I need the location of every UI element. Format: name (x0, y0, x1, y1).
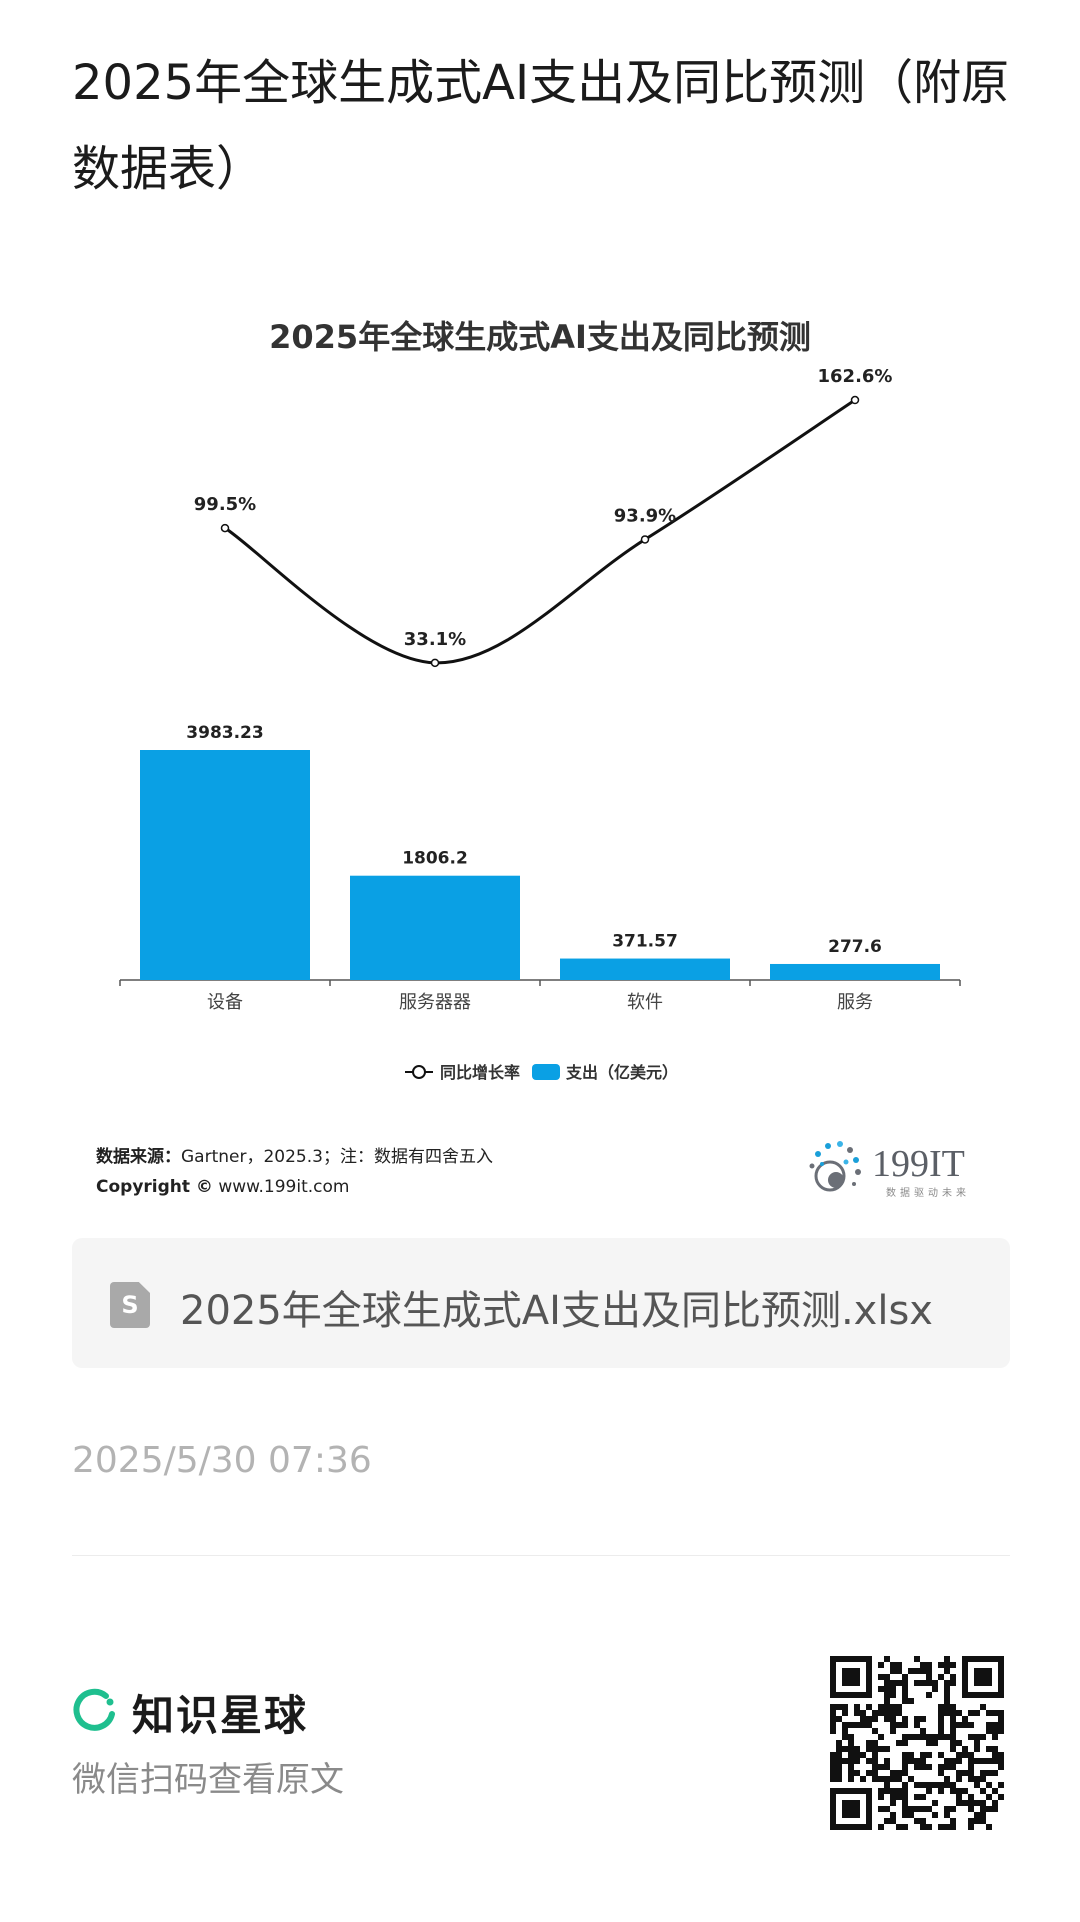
chart: 2025年全球生成式AI支出及同比预测 3983.23 设备 1806.2 服务器器 37… (60, 300, 1020, 1120)
source-label: 数据来源： (96, 1147, 181, 1167)
brand-name: 知识星球 (132, 1691, 309, 1740)
bar-value-label: 1806.2 (402, 849, 468, 869)
x-tick-label: 软件 (627, 992, 663, 1013)
legend-line-marker (412, 1065, 426, 1079)
growth-point (850, 395, 860, 405)
x-tick-label: 服务 (837, 992, 873, 1013)
divider (72, 1555, 1010, 1556)
bar-value-label: 3983.23 (186, 723, 263, 743)
legend-line-label: 同比增长率 (440, 1063, 520, 1082)
bar (350, 875, 520, 980)
x-tick-label: 设备 (207, 992, 243, 1013)
growth-value-label: 99.5% (194, 494, 256, 515)
growth-point (220, 523, 230, 533)
source-block: 数据来源：Gartner，2025.3；注：数据有四舍五入 Copyright … (96, 1142, 493, 1202)
chart-svg: 2025年全球生成式AI支出及同比预测 3983.23 设备 1806.2 服务器器 37… (119, 318, 961, 1082)
bar (770, 963, 940, 980)
source-text: Gartner，2025.3；注：数据有四舍五入 (181, 1147, 493, 1167)
file-attachment-card[interactable]: S 2025年全球生成式AI支出及同比预测.xlsx (72, 1238, 1010, 1368)
logo-text: 199IT (872, 1143, 965, 1185)
scan-hint: 微信扫码查看原文 (72, 1760, 344, 1800)
bar (140, 750, 310, 980)
file-icon-letter: S (121, 1291, 139, 1319)
growth-value-label: 93.9% (614, 505, 676, 526)
timestamp: 2025/5/30 07:36 (72, 1440, 372, 1481)
copyright-label: Copyright © (96, 1177, 213, 1197)
qr-code[interactable] (830, 1656, 1004, 1830)
spreadsheet-file-icon: S (110, 1282, 150, 1328)
logo-dots-icon (809, 1141, 861, 1192)
chart-title: 2025年全球生成式AI支出及同比预测 (269, 318, 811, 356)
copyright-text: www.199it.com (218, 1177, 350, 1197)
x-tick-label: 服务器器 (399, 992, 471, 1013)
legend-bar-label: 支出（亿美元） (565, 1063, 678, 1082)
199it-logo: 199IT 数据驱动未来 (808, 1136, 1008, 1206)
growth-value-label: 33.1% (404, 629, 466, 650)
growth-point (640, 535, 650, 544)
growth-line (224, 398, 856, 665)
bar-value-label: 371.57 (612, 932, 678, 952)
file-name: 2025年全球生成式AI支出及同比预测.xlsx (180, 1288, 933, 1334)
knowledge-planet-icon (73, 1688, 115, 1731)
logo-tagline: 数据驱动未来 (886, 1186, 970, 1199)
growth-point (430, 658, 440, 668)
page-title: 2025年全球生成式AI支出及同比预测（附原数据表） (72, 55, 1010, 197)
legend-bar-swatch (532, 1064, 560, 1080)
bar-value-label: 277.6 (828, 937, 882, 957)
bar (560, 958, 730, 980)
growth-value-label: 162.6% (818, 366, 893, 387)
